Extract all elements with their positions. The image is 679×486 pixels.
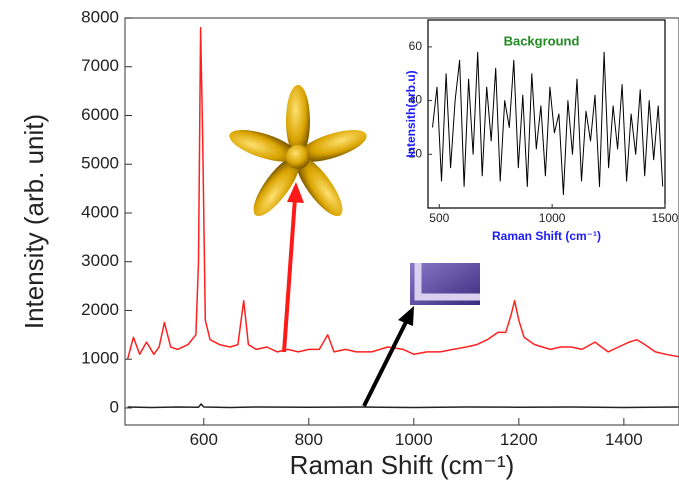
- y-tick-label: 2000: [81, 300, 119, 319]
- red-arrow: [282, 182, 304, 353]
- plot-frame: [124, 17, 679, 426]
- y-tick-label: 20: [409, 146, 423, 160]
- y-axis-label: Intensity (arb. unit): [19, 114, 49, 329]
- y-tick-label: 6000: [81, 105, 119, 124]
- y-axis-label: Intensith(arb.u): [404, 70, 418, 157]
- data-line: [126, 26, 679, 360]
- data-line: [127, 403, 679, 409]
- x-tick-label: 800: [295, 430, 323, 449]
- data-line: [432, 51, 664, 196]
- star-particle: [229, 85, 367, 217]
- x-tick-label: 1000: [539, 211, 566, 225]
- x-tick-label: 1500: [652, 211, 679, 225]
- x-tick-label: 1400: [605, 430, 643, 449]
- y-tick-label: 5000: [81, 154, 119, 173]
- black-arrow: [362, 306, 414, 407]
- y-tick-label: 7000: [81, 56, 119, 75]
- x-tick-label: 600: [190, 430, 218, 449]
- y-tick-label: 8000: [81, 7, 119, 26]
- y-tick-label: 60: [409, 39, 423, 53]
- y-tick-label: 1000: [81, 349, 119, 368]
- y-tick-label: 0: [110, 397, 119, 416]
- inset-title: Background: [504, 33, 580, 48]
- x-tick-label: 1200: [500, 430, 538, 449]
- x-axis-label: Raman Shift (cm⁻¹): [492, 229, 601, 243]
- y-tick-label: 3000: [81, 251, 119, 270]
- y-tick-label: 4000: [81, 202, 119, 221]
- y-tick-label: 40: [409, 93, 423, 107]
- substrate-image: [410, 263, 480, 305]
- plot-frame: [427, 19, 666, 209]
- x-tick-label: 500: [429, 211, 449, 225]
- x-tick-label: 1000: [395, 430, 433, 449]
- main-plot: 0 1000 2000 3000 4000 5000 6000 7000 8000 600 800 1…: [19, 7, 679, 480]
- x-axis-label: Raman Shift (cm⁻¹): [290, 450, 515, 480]
- inset-plot: 20 40 60 500 1000 1500 Background Raman Shift (…: [404, 19, 679, 243]
